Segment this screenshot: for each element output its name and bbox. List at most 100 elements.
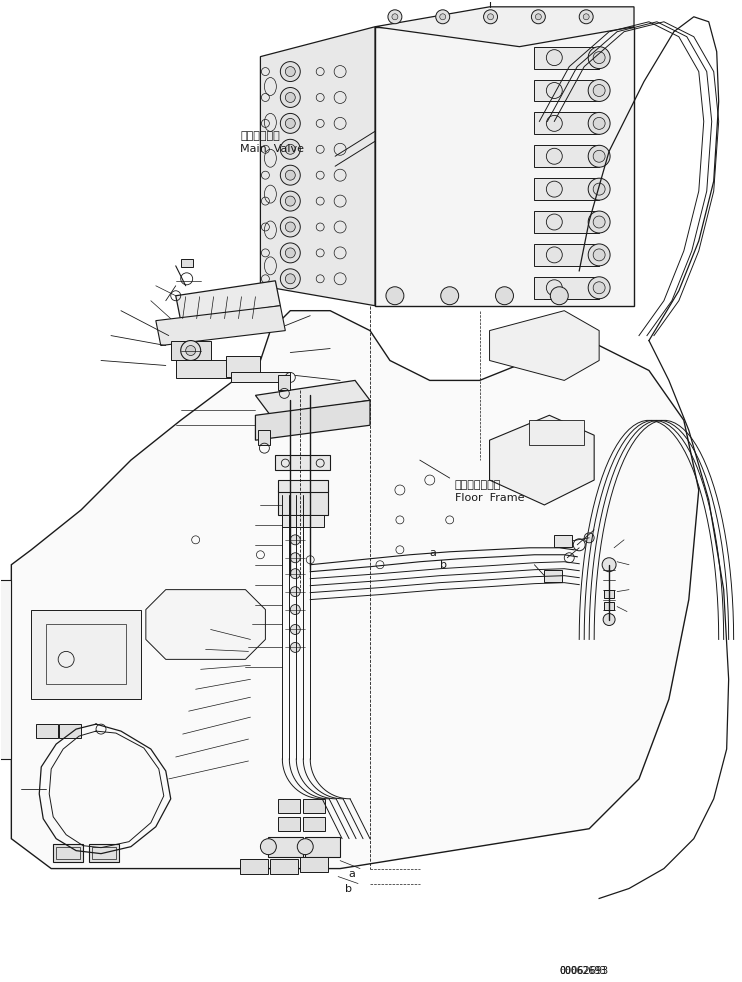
- Text: 00062693: 00062693: [559, 966, 606, 976]
- Circle shape: [290, 642, 301, 652]
- Bar: [534, 145, 599, 167]
- Circle shape: [286, 119, 295, 129]
- Circle shape: [551, 287, 568, 304]
- Text: Floor  Frame: Floor Frame: [455, 493, 524, 503]
- Text: a: a: [430, 548, 436, 558]
- Bar: [375, 27, 634, 305]
- Circle shape: [290, 625, 301, 634]
- Circle shape: [388, 10, 402, 24]
- Bar: [176, 360, 231, 378]
- Circle shape: [583, 14, 589, 20]
- Circle shape: [546, 181, 562, 197]
- Bar: [529, 420, 584, 445]
- Bar: [89, 844, 119, 861]
- Circle shape: [286, 222, 295, 232]
- Bar: [303, 798, 325, 813]
- Bar: [231, 372, 290, 382]
- Circle shape: [290, 553, 301, 563]
- Circle shape: [290, 569, 301, 578]
- Polygon shape: [11, 310, 699, 869]
- Circle shape: [546, 50, 562, 66]
- Circle shape: [286, 196, 295, 206]
- Circle shape: [440, 14, 446, 20]
- Bar: [31, 610, 141, 699]
- Bar: [278, 798, 301, 813]
- Circle shape: [588, 244, 610, 266]
- Polygon shape: [255, 401, 370, 440]
- Circle shape: [181, 341, 200, 360]
- Circle shape: [280, 269, 301, 289]
- Bar: [301, 856, 328, 872]
- Circle shape: [286, 144, 295, 154]
- Bar: [92, 846, 116, 858]
- Circle shape: [441, 287, 459, 304]
- Circle shape: [588, 211, 610, 233]
- Circle shape: [392, 14, 398, 20]
- Circle shape: [588, 178, 610, 200]
- Polygon shape: [156, 305, 286, 346]
- Circle shape: [602, 558, 616, 572]
- Bar: [545, 570, 562, 581]
- Bar: [604, 589, 614, 598]
- Bar: [604, 602, 614, 610]
- Circle shape: [386, 287, 404, 304]
- Circle shape: [546, 148, 562, 164]
- Bar: [275, 455, 330, 470]
- Circle shape: [280, 165, 301, 186]
- Text: 00062693: 00062693: [559, 966, 608, 976]
- Circle shape: [584, 533, 594, 543]
- Bar: [269, 837, 303, 856]
- Circle shape: [603, 614, 615, 626]
- Circle shape: [593, 52, 605, 64]
- Text: メインバルブ: メインバルブ: [240, 132, 280, 141]
- Circle shape: [546, 82, 562, 98]
- Circle shape: [286, 170, 295, 180]
- Bar: [270, 858, 298, 874]
- Text: b: b: [440, 560, 447, 570]
- Bar: [181, 259, 193, 267]
- Circle shape: [536, 14, 542, 20]
- Circle shape: [280, 87, 301, 107]
- Bar: [303, 817, 325, 831]
- Circle shape: [593, 84, 605, 96]
- Circle shape: [593, 150, 605, 162]
- Bar: [534, 112, 599, 135]
- Circle shape: [588, 80, 610, 101]
- Circle shape: [496, 287, 513, 304]
- Bar: [46, 625, 126, 684]
- Bar: [534, 211, 599, 233]
- Circle shape: [593, 216, 605, 228]
- Bar: [554, 535, 572, 547]
- Bar: [59, 724, 81, 738]
- Polygon shape: [375, 7, 634, 47]
- Circle shape: [593, 282, 605, 294]
- Text: フロアフレーム: フロアフレーム: [455, 480, 501, 490]
- Circle shape: [546, 214, 562, 230]
- Circle shape: [546, 116, 562, 132]
- Bar: [534, 47, 599, 69]
- Text: b: b: [345, 884, 352, 894]
- Circle shape: [280, 243, 301, 263]
- Circle shape: [280, 191, 301, 211]
- Text: Main  Valve: Main Valve: [240, 144, 304, 154]
- Circle shape: [286, 247, 295, 258]
- Circle shape: [531, 10, 545, 24]
- Bar: [53, 844, 83, 861]
- Polygon shape: [146, 589, 266, 659]
- Circle shape: [280, 139, 301, 159]
- Bar: [278, 480, 328, 492]
- Bar: [534, 277, 599, 299]
- Text: a: a: [348, 869, 355, 879]
- Circle shape: [593, 248, 605, 261]
- Bar: [534, 80, 599, 101]
- Circle shape: [280, 62, 301, 82]
- Circle shape: [436, 10, 450, 24]
- Bar: [278, 817, 301, 831]
- Circle shape: [290, 605, 301, 615]
- Circle shape: [588, 145, 610, 167]
- Circle shape: [593, 118, 605, 130]
- Bar: [305, 837, 340, 856]
- Bar: [278, 490, 328, 515]
- Circle shape: [290, 535, 301, 545]
- Circle shape: [260, 839, 276, 854]
